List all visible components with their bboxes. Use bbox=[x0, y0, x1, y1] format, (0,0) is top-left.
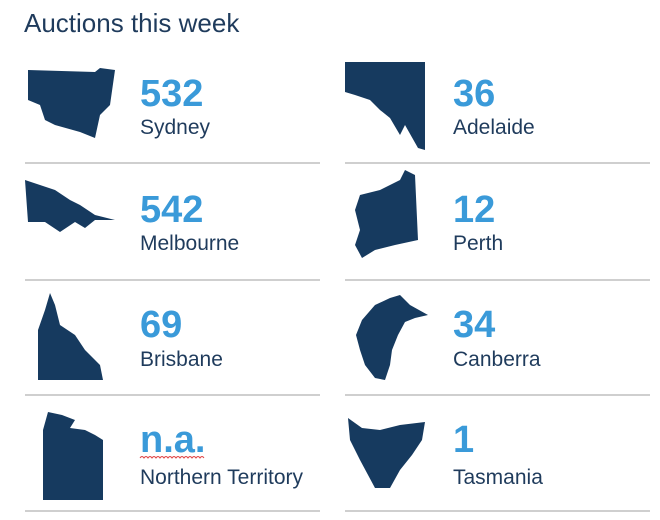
nsw-shape bbox=[28, 68, 115, 138]
act-shape bbox=[356, 295, 428, 380]
title: Auctions this week bbox=[24, 8, 240, 38]
city-name: Northern Territory bbox=[140, 466, 303, 489]
qld-shape bbox=[38, 293, 103, 380]
count: 36 bbox=[453, 73, 495, 115]
tas-shape bbox=[348, 418, 425, 488]
count: 34 bbox=[453, 304, 495, 346]
count: 12 bbox=[453, 189, 495, 231]
vic-shape bbox=[25, 180, 115, 232]
count: 542 bbox=[140, 189, 203, 231]
count: 69 bbox=[140, 304, 182, 346]
city-name: Adelaide bbox=[453, 116, 535, 139]
city-name: Melbourne bbox=[140, 232, 239, 255]
city-name: Canberra bbox=[453, 348, 541, 371]
count: 1 bbox=[453, 419, 474, 461]
sa-shape bbox=[345, 62, 425, 150]
nt-shape bbox=[43, 412, 103, 500]
city-name: Brisbane bbox=[140, 348, 223, 371]
city-name: Perth bbox=[453, 232, 503, 255]
count: n.a. bbox=[140, 419, 205, 461]
city-name: Sydney bbox=[140, 116, 211, 139]
count: 532 bbox=[140, 73, 203, 115]
spell-underline bbox=[139, 456, 205, 459]
state-shapes bbox=[25, 62, 428, 500]
wa-shape bbox=[355, 170, 418, 258]
city-name: Tasmania bbox=[453, 466, 543, 489]
